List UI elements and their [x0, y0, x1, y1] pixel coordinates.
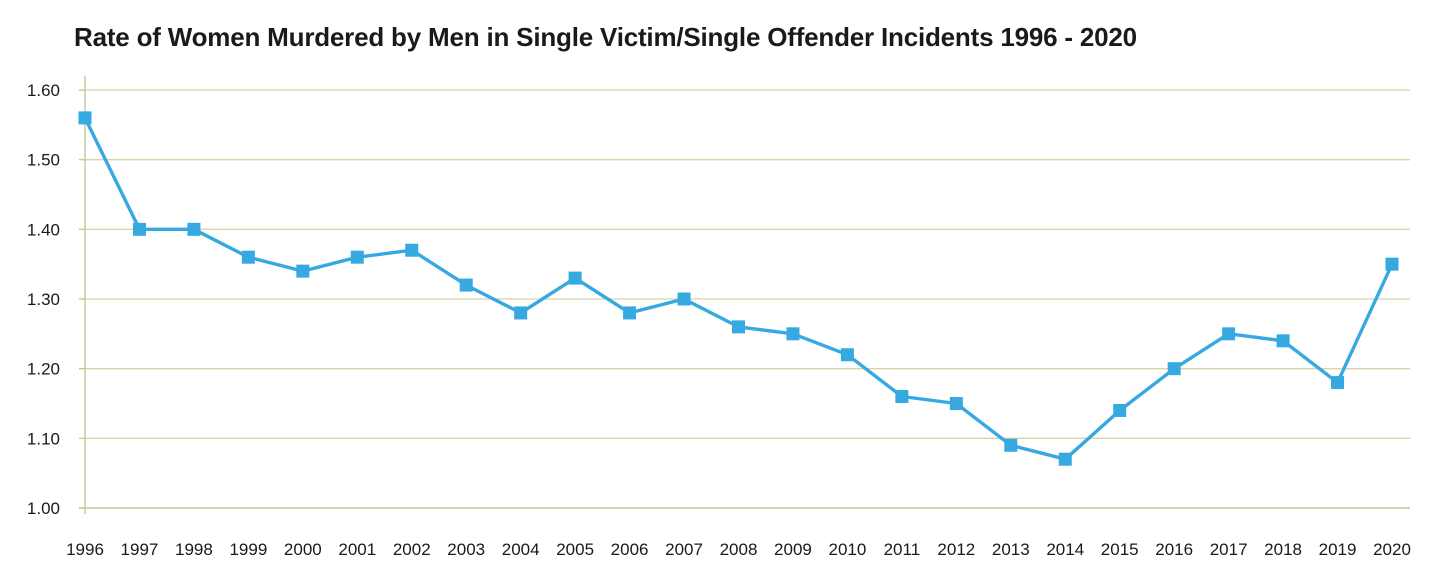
x-tick-label: 1998 — [175, 540, 213, 559]
gridlines — [85, 89, 1410, 439]
x-tick-label: 2007 — [665, 540, 703, 559]
data-point — [623, 306, 637, 320]
chart-title: Rate of Women Murdered by Men in Single … — [74, 22, 1137, 52]
x-tick-label: 2003 — [447, 540, 485, 559]
x-tick-label: 2019 — [1319, 540, 1357, 559]
x-tick-label: 1997 — [121, 540, 159, 559]
x-tick-label: 2008 — [720, 540, 758, 559]
x-tick-label: 2016 — [1155, 540, 1193, 559]
x-tick-label: 2020 — [1373, 540, 1411, 559]
x-tick-label: 1996 — [66, 540, 104, 559]
x-tick-label: 2000 — [284, 540, 322, 559]
data-point — [1276, 334, 1290, 348]
data-point — [296, 264, 310, 278]
data-point — [132, 222, 146, 236]
x-tick-label: 2017 — [1210, 540, 1248, 559]
x-tick-label: 2012 — [937, 540, 975, 559]
data-point — [1004, 438, 1018, 452]
y-axis: 1.00 1.10 1.20 1.30 1.40 1.50 1.60 — [27, 76, 86, 518]
y-tick-label: 1.30 — [27, 290, 60, 309]
x-tick-label: 2002 — [393, 540, 431, 559]
x-tick-label: 2001 — [338, 540, 376, 559]
data-point — [459, 278, 473, 292]
data-point — [568, 271, 582, 285]
y-tick-label: 1.60 — [27, 81, 60, 100]
x-tick-label: 1999 — [229, 540, 267, 559]
data-series — [78, 111, 1399, 466]
x-tick-label: 2013 — [992, 540, 1030, 559]
data-point — [1222, 327, 1236, 341]
data-point — [241, 250, 255, 264]
data-point — [514, 306, 528, 320]
x-tick-label: 2009 — [774, 540, 812, 559]
x-tick-label: 2011 — [884, 540, 921, 559]
x-tick-label: 2018 — [1264, 540, 1302, 559]
data-point — [786, 327, 800, 341]
y-tick-label: 1.00 — [27, 499, 60, 518]
data-point — [350, 250, 364, 264]
y-tick-label: 1.20 — [27, 360, 60, 379]
data-point — [1167, 362, 1181, 376]
series-line — [83, 117, 1394, 461]
x-tick-label: 2015 — [1101, 540, 1139, 559]
y-tick-label: 1.50 — [27, 151, 60, 170]
data-point — [840, 348, 854, 362]
x-tick-label: 2005 — [556, 540, 594, 559]
data-point — [187, 222, 201, 236]
data-point — [1058, 452, 1072, 466]
data-point — [1385, 257, 1399, 271]
x-tick-label: 2014 — [1046, 540, 1084, 559]
data-point — [677, 292, 691, 306]
x-tick-label: 2004 — [502, 540, 540, 559]
x-tick-label: 2006 — [611, 540, 649, 559]
data-point — [405, 243, 419, 257]
data-point — [732, 320, 745, 334]
data-point — [895, 390, 909, 404]
data-point — [949, 397, 963, 410]
data-point — [1113, 403, 1127, 417]
y-tick-label: 1.40 — [27, 220, 60, 239]
y-tick-label: 1.10 — [27, 429, 60, 448]
x-tick-label: 2010 — [829, 540, 867, 559]
data-point — [78, 111, 92, 125]
x-axis: 1996 1997 1998 1999 2000 2001 2002 2003 2004 2005… — [66, 507, 1411, 559]
data-point — [1331, 376, 1345, 390]
